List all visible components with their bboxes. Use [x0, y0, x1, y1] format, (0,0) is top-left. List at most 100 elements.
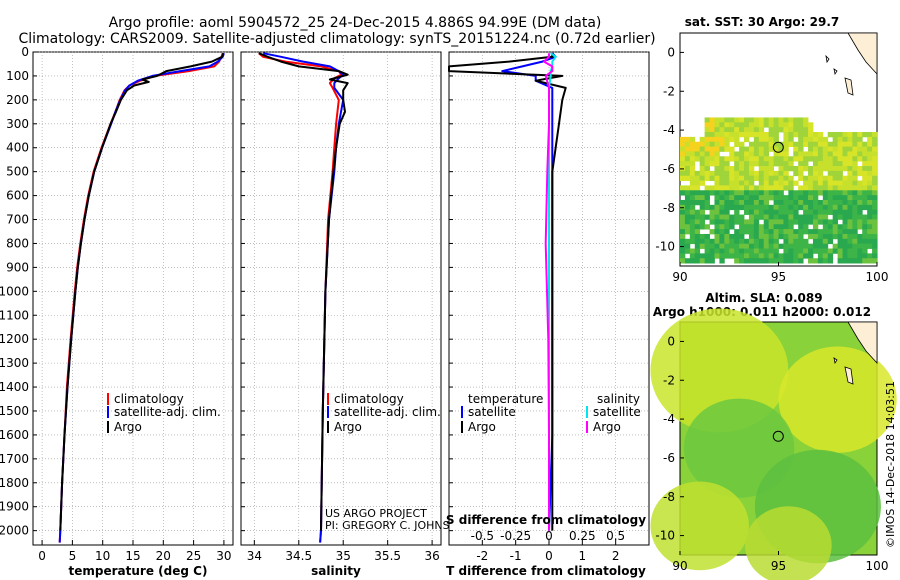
- depth-tick-label: 1000: [0, 284, 29, 298]
- sst-cell: [739, 199, 745, 206]
- sst-cell: [872, 136, 878, 143]
- depth-tick-label: 2000: [0, 524, 29, 538]
- sst-cell: [734, 204, 740, 211]
- sst-cell: [783, 136, 789, 143]
- sst-cell: [753, 214, 760, 220]
- sst-cell: [837, 195, 843, 201]
- sst-cell: [739, 185, 745, 191]
- sst-cell: [808, 185, 814, 191]
- sst-cell: [739, 243, 745, 249]
- sst-cell: [867, 209, 873, 215]
- sst-cell: [763, 166, 770, 172]
- sst-cell: [763, 199, 770, 206]
- legend-label-temp-satellite: satellite: [468, 405, 516, 419]
- sst-cell: [812, 136, 819, 143]
- sst-cell: [739, 132, 745, 138]
- sst-cell: [822, 156, 829, 162]
- sst-cell: [808, 146, 814, 152]
- sst-cell: [689, 151, 696, 157]
- sst-cell: [719, 219, 725, 225]
- depth-tick-label: 0: [21, 45, 29, 59]
- sst-cell: [872, 229, 878, 235]
- sst-cell: [842, 219, 848, 225]
- sst-cell: [748, 156, 755, 162]
- sst-cell: [778, 156, 784, 162]
- sst-cell: [758, 229, 765, 235]
- sst-cell: [862, 229, 868, 235]
- legend-label-satellite: satellite-adj. clim.: [334, 405, 441, 419]
- sst-cell: [842, 204, 848, 211]
- sst-cell: [862, 132, 868, 138]
- sst-cell: [758, 175, 765, 181]
- sst-cell: [689, 238, 696, 245]
- sst-cell: [748, 224, 755, 230]
- sst-cell: [812, 219, 819, 225]
- sst-cell: [763, 233, 770, 240]
- sst-cell: [719, 204, 725, 211]
- sst-cell: [788, 132, 794, 138]
- sst-cell: [680, 238, 686, 245]
- sst-cell: [847, 258, 853, 264]
- sst-cell: [689, 248, 696, 254]
- sst-cell: [773, 180, 779, 186]
- sst-cell: [778, 146, 784, 152]
- sst-cell: [778, 127, 784, 133]
- sst-cell: [773, 122, 779, 128]
- sst-cell: [812, 243, 819, 249]
- sst-cell: [812, 132, 819, 138]
- sst-cell: [827, 204, 834, 211]
- sst-cell: [812, 229, 819, 235]
- sst-cell: [714, 166, 720, 172]
- sst-cell: [689, 146, 696, 152]
- sst-cell: [724, 180, 730, 186]
- sst-cell: [827, 195, 834, 201]
- sst-cell: [744, 175, 750, 181]
- sst-cell: [842, 224, 848, 230]
- sst-cell: [734, 166, 740, 172]
- sst-cell: [694, 190, 701, 196]
- sst-cell: [684, 199, 691, 206]
- sst-cell: [714, 214, 720, 220]
- sst-cell: [808, 151, 814, 157]
- sst-cell: [758, 127, 765, 133]
- depth-tick-label: 300: [6, 117, 29, 131]
- sst-cell: [773, 219, 779, 225]
- sst-cell: [684, 170, 691, 177]
- sst-cell: [788, 156, 794, 162]
- sst-cell: [719, 136, 725, 143]
- sst-cell: [680, 151, 686, 157]
- sst-cell: [822, 161, 829, 167]
- sst-cell: [714, 248, 720, 254]
- sst-cell: [684, 209, 691, 215]
- sst-cell: [748, 199, 755, 206]
- sst-cell: [842, 151, 848, 157]
- sst-cell: [699, 243, 706, 249]
- sst-cell: [832, 166, 838, 172]
- sst-cell: [753, 204, 760, 211]
- sst-cell: [724, 117, 730, 123]
- x-tick-label: 15: [125, 549, 140, 563]
- sst-cell: [773, 156, 779, 162]
- sst-cell: [812, 190, 819, 196]
- sst-cell: [852, 224, 858, 230]
- sst-cell: [739, 258, 745, 264]
- sst-cell: [803, 132, 809, 138]
- sst-cell: [847, 195, 853, 201]
- sst-cell: [788, 122, 794, 128]
- legend-title-temperature: temperature: [468, 392, 543, 406]
- sst-cell: [857, 151, 863, 157]
- sst-cell: [847, 180, 853, 186]
- depth-tick-label: 1500: [0, 404, 29, 418]
- sst-cell: [798, 195, 804, 201]
- sst-cell: [822, 166, 829, 172]
- sst-cell: [704, 151, 710, 157]
- sst-cell: [842, 156, 848, 162]
- argo-location-marker: [772, 430, 784, 442]
- sst-cell: [753, 170, 760, 177]
- sst-cell: [684, 166, 691, 172]
- sst-cell: [753, 151, 760, 157]
- sst-cell: [689, 166, 696, 172]
- sst-cell: [847, 243, 853, 249]
- sst-cell: [684, 161, 691, 167]
- sst-cell: [724, 136, 730, 143]
